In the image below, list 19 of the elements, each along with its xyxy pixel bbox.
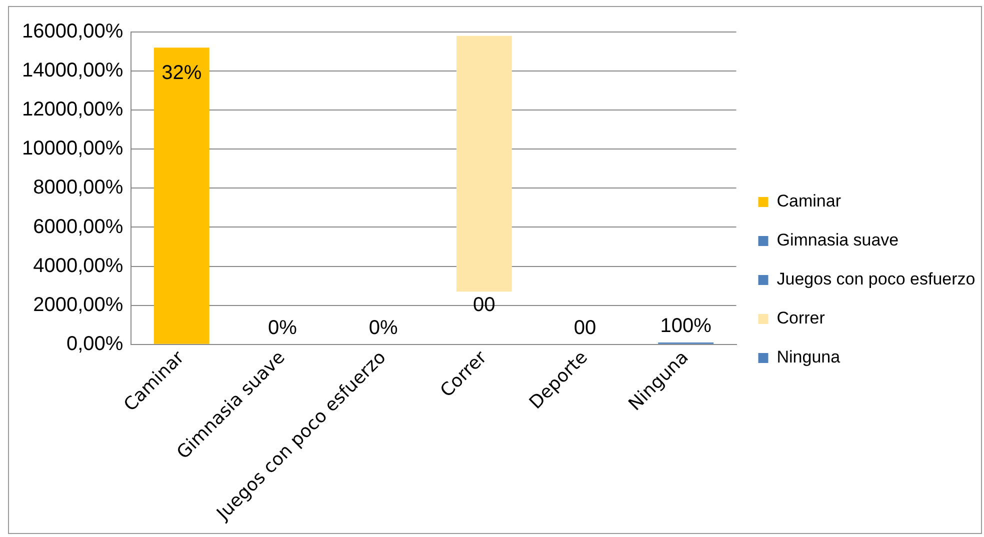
y-tick-label: 2000,00% <box>33 294 124 316</box>
y-tick-label: 16000,00% <box>22 20 124 43</box>
y-tick-label: 6000,00% <box>33 216 124 238</box>
annotation: 100% <box>660 314 712 337</box>
y-tick-label: 8000,00% <box>33 176 124 199</box>
y-tick-label: 10000,00% <box>22 138 124 160</box>
annotation: 00 <box>473 294 496 316</box>
annotation: 0% <box>368 316 398 339</box>
y-tick-label: 0,00% <box>66 332 124 355</box>
legend-label: Juegos con poco esfuerzo <box>776 270 976 289</box>
y-tick-label: 12000,00% <box>22 98 124 121</box>
legend-label: Caminar <box>776 192 842 211</box>
annotation: 0% <box>268 316 298 339</box>
annotation: 32% <box>162 62 202 84</box>
legend-label: Gimnasia suave <box>776 230 899 250</box>
legend-label: Correr <box>776 308 826 328</box>
annotation: 00 <box>574 316 596 339</box>
y-tick-label: 4000,00% <box>33 254 124 277</box>
y-tick-label: 14000,00% <box>22 60 124 82</box>
